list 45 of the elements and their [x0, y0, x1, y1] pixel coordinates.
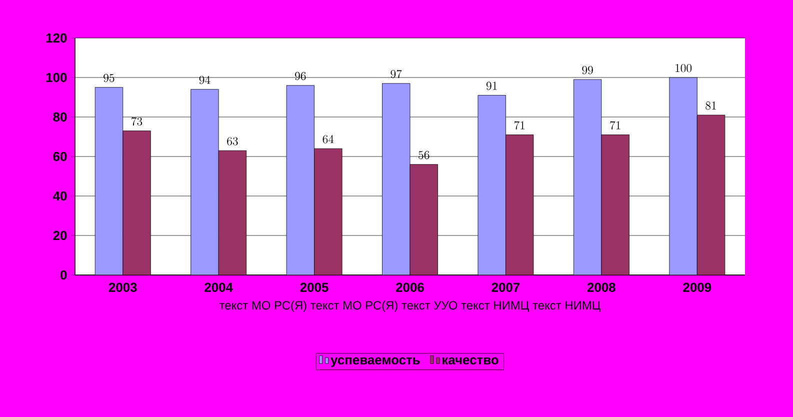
bar	[190, 89, 219, 275]
bar	[696, 114, 726, 275]
bar	[122, 130, 151, 275]
bar	[286, 85, 314, 275]
data-label: 63	[227, 137, 238, 146]
y-tick-label: 120	[46, 33, 67, 43]
bar	[669, 77, 698, 275]
x-tick-label: 2007	[492, 282, 520, 292]
data-label: 95	[104, 74, 114, 82]
x-tick-label: 2008	[587, 282, 616, 292]
data-label: 91	[486, 82, 497, 90]
bar	[478, 95, 506, 275]
data-label: 99	[582, 66, 593, 74]
bar	[410, 164, 438, 275]
legend-label: успеваемость	[330, 357, 420, 368]
data-label: 96	[295, 72, 306, 80]
x-tick-label: 2003	[108, 282, 137, 292]
bar	[573, 79, 602, 275]
data-label: 100	[676, 64, 692, 72]
bar	[506, 134, 534, 275]
bar	[601, 134, 630, 275]
bar	[94, 87, 124, 275]
data-label: 71	[610, 121, 620, 130]
x-tick-label: 2006	[396, 282, 424, 292]
x-tick-label: 2009	[683, 282, 712, 292]
bar	[314, 148, 342, 275]
x-tick-label: 2005	[300, 282, 328, 292]
bar	[218, 150, 247, 275]
data-label: 56	[418, 150, 430, 160]
y-tick-label: 20	[53, 230, 67, 240]
legend-label: качество	[442, 357, 498, 364]
data-label: 81	[706, 102, 716, 110]
x-tick-label: 2004	[204, 282, 233, 292]
y-tick-label: 0	[60, 270, 67, 280]
data-label: 64	[322, 135, 334, 144]
y-tick-label: 60	[53, 152, 67, 162]
bar	[382, 83, 410, 275]
data-label: 71	[514, 121, 524, 130]
data-label: 73	[132, 117, 142, 126]
data-label: 97	[390, 70, 402, 78]
y-tick-label: 40	[53, 191, 67, 201]
y-tick-label: 80	[53, 112, 67, 122]
data-label: 94	[199, 76, 210, 84]
y-tick-label: 100	[46, 72, 67, 82]
x-axis-title: текст МО РС(Я) текст МО РС(Я) текст УУО текст НИМЦ текст НИМЦ	[220, 300, 600, 312]
